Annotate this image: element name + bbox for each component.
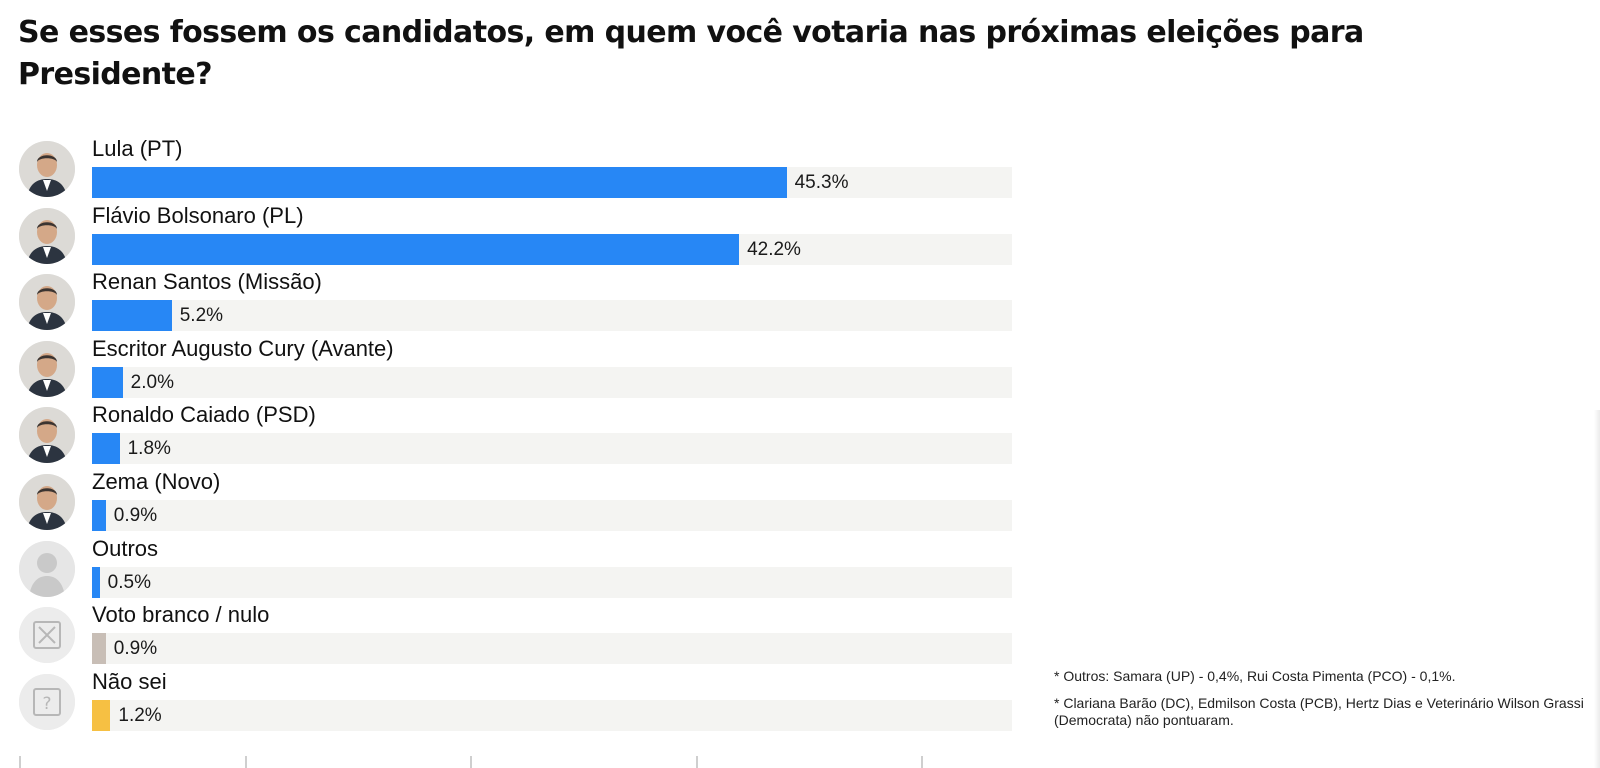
bar-track: 0.5% <box>92 566 1012 598</box>
data-label: 2.0% <box>130 371 174 393</box>
bar-track: 0.9% <box>92 500 1012 531</box>
bar-row: ? Não sei 1.2% <box>0 669 1020 742</box>
bar-row: Escritor Augusto Cury (Avante) 2.0% <box>0 336 1020 409</box>
axis-tick <box>696 756 698 768</box>
bar-track: 5.2% <box>92 300 1012 332</box>
bar-row: Voto branco / nulo 0.9% <box>0 602 1020 675</box>
footnotes: * Outros: Samara (UP) - 0,4%, Rui Costa … <box>1054 668 1594 729</box>
data-label: 1.8% <box>127 438 171 460</box>
bar <box>92 366 123 398</box>
bar-track: 2.0% <box>92 366 1012 398</box>
data-label: 42.2% <box>747 238 801 260</box>
candidate-photo-icon <box>19 340 75 397</box>
candidate-photo-icon <box>19 274 75 331</box>
data-label: 0.9% <box>113 505 158 526</box>
category-label: Zema (Novo) <box>92 469 221 494</box>
data-label: 45.3% <box>794 172 849 193</box>
data-label: 1.2% <box>118 704 162 726</box>
x-box-icon <box>19 607 75 664</box>
axis-tick <box>921 756 923 768</box>
bar <box>92 566 100 598</box>
category-label: Renan Santos (Missão) <box>92 269 322 295</box>
bar <box>92 633 106 665</box>
bar <box>92 233 740 265</box>
chart-title: Se esses fossem os candidatos, em quem v… <box>18 15 1364 92</box>
category-label: Não sei <box>92 668 167 694</box>
category-label: Outros <box>92 535 159 561</box>
bar <box>92 699 111 731</box>
category-label: Flávio Bolsonaro (PL) <box>92 202 304 228</box>
category-label: Voto branco / nulo <box>92 602 270 628</box>
person-silhouette-icon <box>19 540 75 597</box>
candidate-photo-icon <box>19 207 75 264</box>
question-box-icon: ? <box>19 673 75 730</box>
bar <box>92 167 787 198</box>
axis-tick <box>19 756 21 768</box>
bar-row: Ronaldo Caiado (PSD) 1.8% <box>0 402 1020 475</box>
bar-row: Renan Santos (Missão) 5.2% <box>0 269 1020 342</box>
data-label: 0.5% <box>107 571 151 593</box>
footnote-nao-pontuaram: * Clariana Barão (DC), Edmilson Costa (P… <box>1054 695 1584 728</box>
category-label: Lula (PT) <box>92 136 183 161</box>
x-axis <box>0 756 1020 768</box>
bar-row: Flávio Bolsonaro (PL) 42.2% <box>0 203 1020 276</box>
candidate-photo-icon <box>19 141 75 197</box>
bar-track: 1.8% <box>92 433 1012 465</box>
candidate-photo-icon <box>19 474 75 530</box>
bar <box>92 500 106 531</box>
axis-tick <box>470 756 472 768</box>
bar-track: 42.2% <box>92 233 1012 265</box>
bar-track: 45.3% <box>92 167 1012 198</box>
data-label: 5.2% <box>179 305 224 327</box>
bar-track: 0.9% <box>92 633 1012 665</box>
bar-row: Lula (PT) 45.3% <box>0 136 1020 209</box>
bar <box>92 433 120 465</box>
page-edge-shadow <box>1594 410 1600 768</box>
data-label: 0.9% <box>113 638 158 660</box>
category-label: Escritor Augusto Cury (Avante) <box>92 335 394 361</box>
candidate-photo-icon <box>19 407 75 464</box>
category-label: Ronaldo Caiado (PSD) <box>92 402 316 428</box>
footnote-outros: * Outros: Samara (UP) - 0,4%, Rui Costa … <box>1054 668 1456 684</box>
bar-row: Outros 0.5% <box>0 536 1020 609</box>
bar-rows: Lula (PT) 45.3% Flávio Bolsonaro (PL) 42.2%… <box>0 136 1020 742</box>
bar <box>92 300 172 332</box>
svg-text:?: ? <box>42 694 51 714</box>
axis-tick <box>245 756 247 768</box>
bar-track: 1.2% <box>92 699 1012 731</box>
bar-row: Zema (Novo) 0.9% <box>0 469 1020 542</box>
